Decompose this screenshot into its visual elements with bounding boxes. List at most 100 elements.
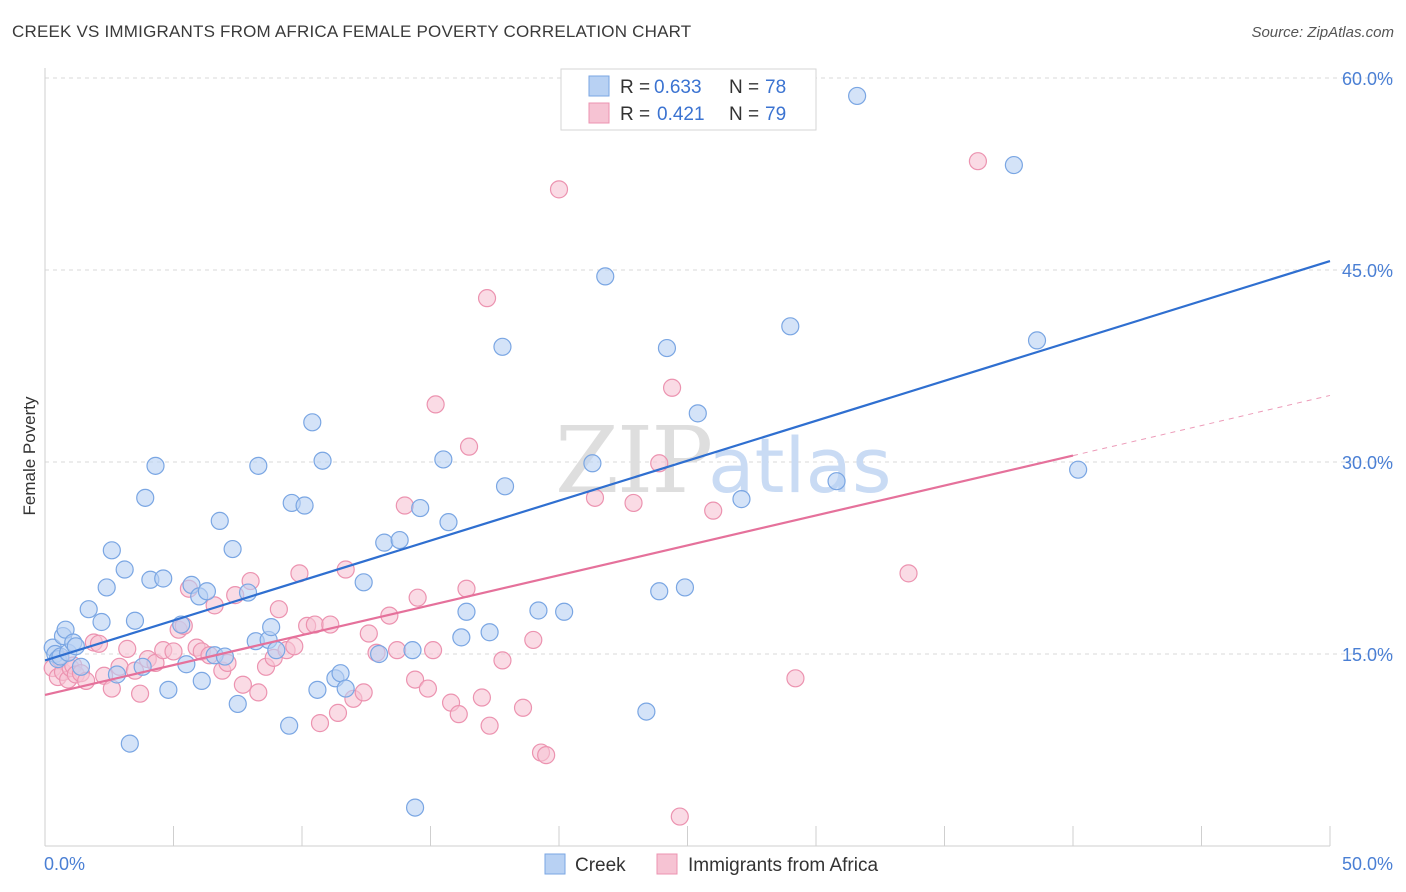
data-point-creek [405,798,425,817]
data-point-creek [390,530,409,550]
data-point-creek [79,600,98,619]
data-point-africa [405,670,425,689]
tick-labels: 15.0% 30.0% 45.0% 60.0% 0.0% 50.0% [44,69,1393,874]
data-point-creek [228,694,247,714]
data-point-creek [1027,331,1047,350]
data-point-africa [480,716,499,735]
data-point-creek [154,569,173,588]
data-point-africa [537,746,556,765]
series-legend-swatch-africa [656,853,678,875]
data-point-creek [295,496,314,515]
data-point-creek [1069,460,1088,479]
data-point-africa [328,703,348,722]
trend-line-creek [44,259,1331,662]
trend-line-africa-extension [1072,394,1331,457]
data-point-creek [102,541,121,560]
data-point-creek [354,573,373,592]
data-point-creek [249,456,268,475]
data-point-creek [97,578,116,597]
data-point-creek [657,338,677,358]
data-point-africa [670,807,689,826]
x-tick-label-0: 0.0% [44,854,85,874]
data-point-creek [637,702,656,721]
data-point-creek [262,618,281,637]
data-point-creek [480,623,499,642]
data-point-creek [331,664,350,683]
data-point-africa [704,501,723,520]
data-point-africa [269,600,288,619]
data-point-africa [513,698,533,717]
legend-n-label-africa: N = [729,104,759,125]
series-legend: Creek Immigrants from Africa [544,853,878,876]
grid-lines [45,77,1395,655]
stats-legend: R = 0.633 N = 78 R = 0.421 N = 79 [560,68,817,131]
data-point-africa [118,639,137,658]
y-tick-label-45: 45.0% [1342,261,1393,281]
series-legend-swatch-creek [544,853,566,875]
data-point-creek [223,539,242,559]
data-point-creek [596,267,615,286]
y-axis-label: Female Poverty [20,396,39,516]
data-point-creek [493,337,512,356]
data-point-creek [313,451,332,470]
legend-r-value-creek: 0.633 [654,77,702,98]
data-point-africa [493,651,512,670]
data-point-africa [359,624,378,643]
data-point-africa [549,180,569,199]
data-point-africa [408,588,427,607]
data-point-creek [781,317,800,336]
data-point-creek [303,413,322,432]
data-point-creek [159,680,178,699]
legend-swatch-creek [588,75,610,97]
data-point-creek [1004,155,1023,175]
data-point-creek [136,488,155,507]
legend-r-value-africa: 0.421 [657,104,705,125]
data-point-africa [249,683,268,702]
data-point-africa [130,684,150,703]
data-point-africa [524,630,543,650]
data-point-creek [336,679,355,698]
data-point-creek [827,472,846,491]
data-point-africa [395,496,414,515]
data-point-africa [310,714,330,733]
data-point-creek [71,657,91,676]
chart-title: CREEK VS IMMIGRANTS FROM AFRICA FEMALE P… [12,22,692,41]
data-point-africa [786,669,805,688]
y-tick-label-30: 30.0% [1342,453,1393,473]
data-point-africa [164,642,183,661]
data-point-creek [125,611,145,630]
data-point-africa [662,378,682,397]
data-point-creek [848,86,867,106]
data-point-creek [583,454,602,473]
data-point-creek [210,511,229,530]
data-point-creek [457,602,476,621]
legend-r-label-africa: R = [620,104,650,125]
series-creek-points [43,86,1088,817]
y-tick-label-15: 15.0% [1342,645,1393,665]
legend-r-label-creek: R = [620,77,650,98]
data-point-creek [146,456,165,475]
data-point-creek [555,602,574,621]
y-tick-label-60: 60.0% [1342,69,1393,89]
legend-n-label-creek: N = [729,77,759,98]
data-point-creek [267,641,286,660]
data-point-creek [434,450,453,469]
data-point-africa [354,683,373,702]
series-legend-label-africa: Immigrants from Africa [688,855,878,876]
trend-lines [44,259,1331,697]
trend-line-africa [44,454,1074,697]
x-tick-label-50: 50.0% [1342,854,1393,874]
data-point-creek [92,612,111,632]
data-point-africa [423,641,443,660]
watermark: ZIP atlas [555,407,892,514]
legend-n-value-africa: 79 [765,104,786,125]
data-point-creek [403,641,422,660]
axes [44,68,1331,847]
data-point-creek [732,490,751,509]
data-point-creek [439,513,458,532]
data-point-africa [472,688,491,707]
data-point-africa [968,152,988,171]
data-point-creek [650,582,669,601]
series-legend-label-creek: Creek [575,855,626,876]
